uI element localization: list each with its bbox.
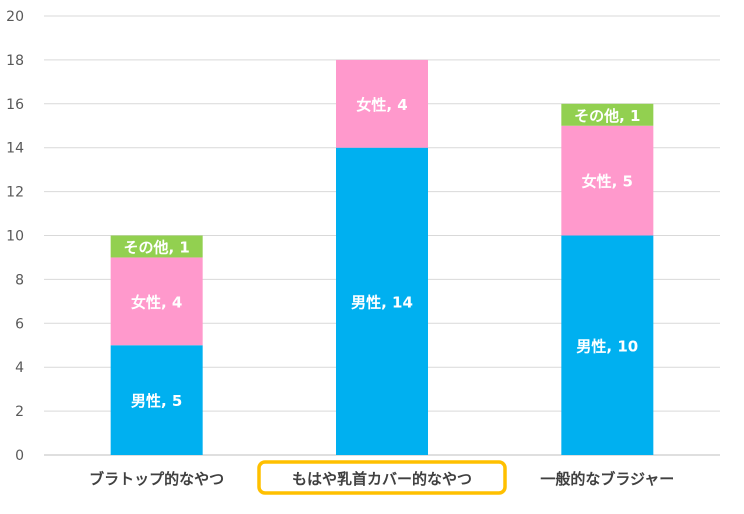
x-category-label: ブラトップ的なやつ: [89, 470, 224, 488]
bar-segment: [110, 257, 203, 346]
data-label: 男性, 10: [576, 337, 638, 355]
data-label: 女性, 4: [131, 293, 182, 311]
bar-segment: [561, 103, 654, 126]
data-label: 女性, 4: [356, 96, 407, 114]
y-tick-label: 2: [15, 404, 24, 420]
bar-segment: [110, 235, 203, 258]
y-tick-label: 16: [6, 97, 24, 113]
x-category-label: 一般的なブラジャー: [540, 470, 674, 488]
data-label: その他, 1: [123, 238, 189, 256]
y-tick-label: 8: [15, 272, 24, 288]
data-label: 女性, 5: [582, 173, 633, 191]
x-category-label: もはや乳首カバー的なやつ: [292, 470, 472, 488]
data-label: 男性, 5: [131, 392, 182, 410]
bars: 男性, 5 女性, 4 その他, 1 男性, 14 女性, 4 男性, 10 女性, 5 その…: [110, 59, 654, 455]
y-tick-label: 18: [6, 53, 24, 69]
y-tick-label: 20: [6, 9, 24, 25]
data-label: 男性, 14: [351, 293, 413, 311]
x-axis: ブラトップ的なやつ もはや乳首カバー的なやつ 一般的なブラジャー: [89, 460, 674, 495]
bar-segment: [336, 147, 428, 455]
data-label: その他, 1: [574, 107, 640, 125]
y-axis: 0 2 4 6 8 10 12 14 16 18 20: [6, 9, 24, 464]
bar-segment: [110, 345, 203, 455]
bar-segment: [561, 235, 654, 455]
y-tick-label: 10: [6, 229, 24, 245]
y-tick-label: 14: [6, 141, 24, 157]
y-tick-label: 12: [6, 185, 24, 201]
bar-segment: [561, 125, 654, 236]
y-tick-label: 0: [15, 448, 24, 464]
category-highlight-box: [257, 460, 507, 495]
bar-segment: [336, 59, 428, 148]
y-tick-label: 4: [15, 360, 24, 376]
y-tick-label: 6: [15, 316, 24, 332]
